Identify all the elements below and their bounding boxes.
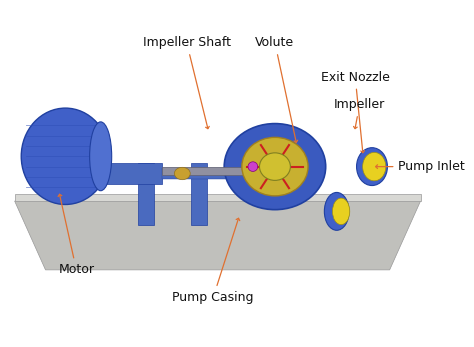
Text: Pump Inlet: Pump Inlet (376, 160, 465, 173)
Ellipse shape (248, 162, 258, 171)
Text: Impeller Shaft: Impeller Shaft (143, 36, 231, 129)
FancyBboxPatch shape (163, 167, 257, 175)
Text: Motor: Motor (58, 194, 94, 276)
Ellipse shape (90, 122, 112, 191)
Ellipse shape (356, 148, 387, 186)
FancyBboxPatch shape (191, 163, 207, 225)
Ellipse shape (224, 124, 326, 210)
Ellipse shape (363, 152, 386, 181)
Text: Exit Nozzle: Exit Nozzle (321, 71, 390, 153)
Polygon shape (15, 194, 420, 201)
FancyBboxPatch shape (100, 163, 163, 184)
Ellipse shape (21, 108, 109, 204)
Text: Impeller: Impeller (334, 98, 385, 129)
Ellipse shape (332, 198, 350, 225)
Ellipse shape (259, 153, 291, 180)
FancyBboxPatch shape (163, 168, 257, 179)
Circle shape (174, 167, 190, 180)
FancyBboxPatch shape (138, 163, 154, 225)
Text: Volute: Volute (255, 36, 298, 142)
Text: Pump Casing: Pump Casing (173, 218, 254, 304)
Ellipse shape (324, 193, 349, 230)
Polygon shape (15, 201, 420, 270)
Ellipse shape (242, 137, 308, 196)
